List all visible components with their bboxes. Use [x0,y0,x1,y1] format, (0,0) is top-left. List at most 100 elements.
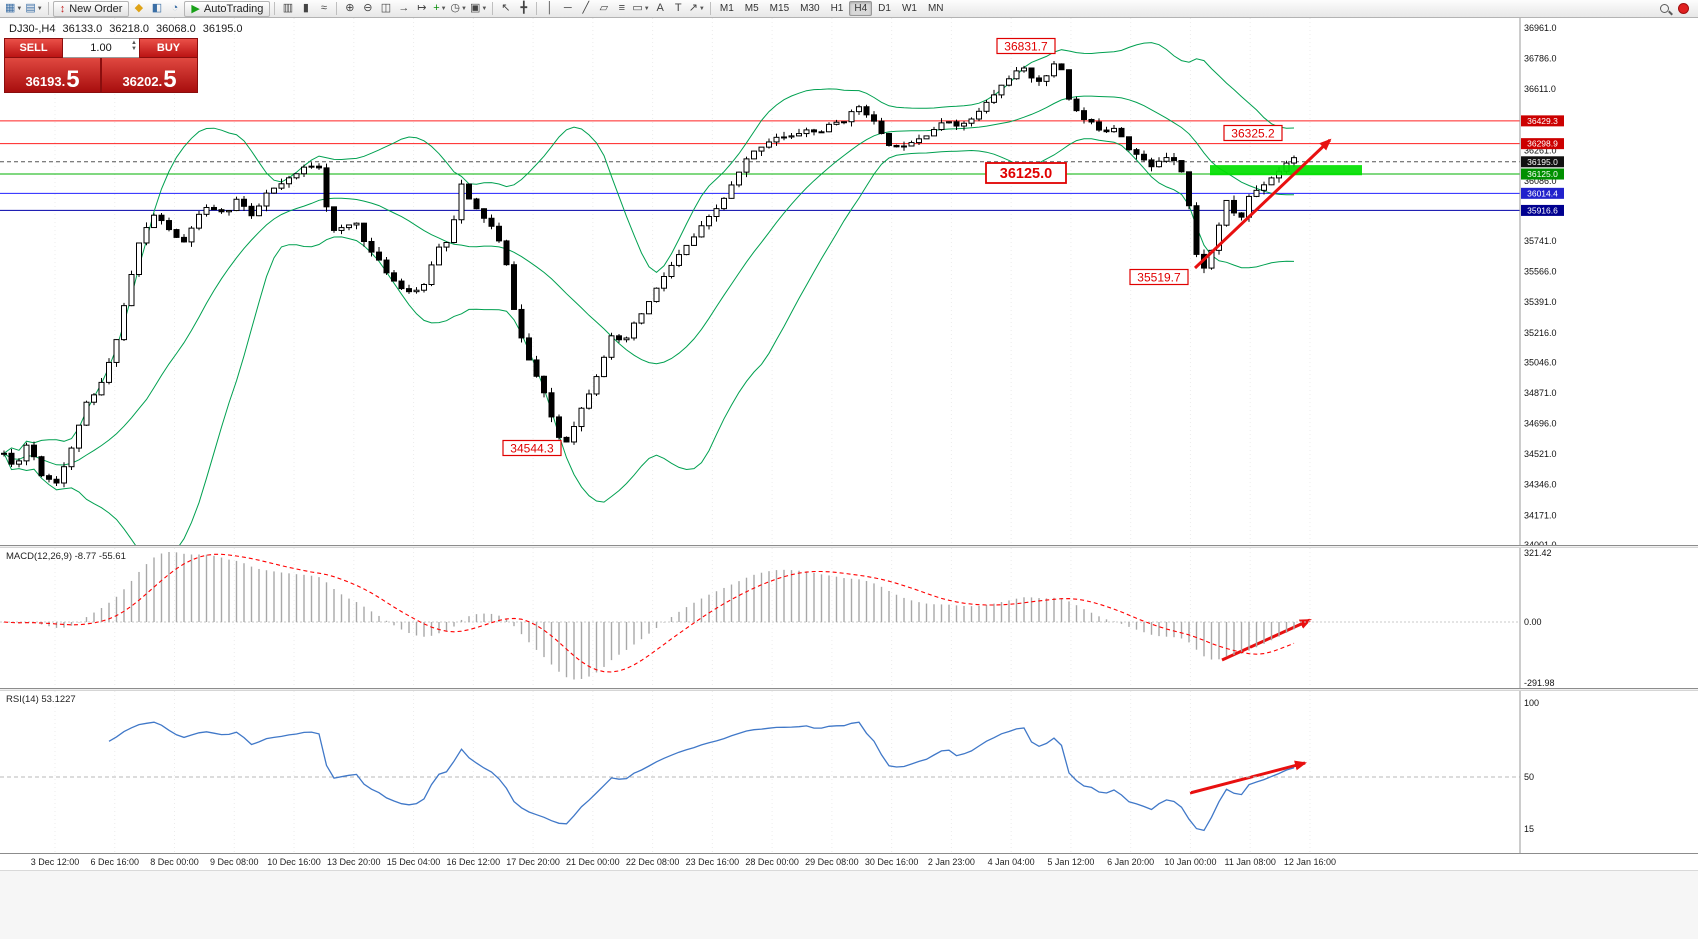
price-annotation[interactable]: 34544.3 [502,439,562,457]
tf-button-h4[interactable]: H4 [849,1,873,16]
tf-button-m5[interactable]: M5 [744,3,759,14]
volume-input[interactable]: 1.00 ▲ ▼ [63,38,139,58]
shapes-dropdown-icon[interactable]: ▼ [643,5,650,12]
zoom-in-icon[interactable]: ⊕ [345,2,355,14]
trend-arrow[interactable] [1221,618,1312,662]
line-chart-icon[interactable]: ≈ [320,2,327,14]
macd-axis[interactable]: 321.42 0.00 -291.98 [1519,548,1555,688]
vertical-line-icon[interactable]: │ [546,2,554,14]
rsi-axis[interactable]: 100 50 15 [1519,691,1539,853]
notification-icon[interactable] [1678,3,1689,14]
price-axis[interactable]: 36961.036786.036611.036436.036261.036086… [1519,18,1564,545]
trendline-icon[interactable]: ╱ [582,2,590,14]
svg-text:36195.0: 36195.0 [1527,157,1558,167]
volume-down-icon[interactable]: ▼ [131,46,137,52]
one-click-trading-panel: SELL 1.00 ▲ ▼ BUY 36193. 5 36202. 5 [4,38,198,93]
svg-text:35216.0: 35216.0 [1524,328,1557,338]
crosshair-icon[interactable]: ╋ [520,2,528,14]
periods-dropdown-icon[interactable]: ▼ [461,5,467,12]
svg-text:15: 15 [1524,824,1534,834]
svg-text:36261.0: 36261.0 [1524,145,1557,155]
fibonacci-icon[interactable]: ≡ [618,2,626,14]
svg-text:34171.0: 34171.0 [1524,510,1557,520]
templates-dropdown-icon[interactable]: ▼ [481,5,488,12]
autotrading-button[interactable]: ▶ AutoTrading [184,0,271,17]
indicators-icon[interactable]: + ▼ [433,2,447,14]
panel-separator[interactable] [0,545,1698,548]
svg-text:34001.0: 34001.0 [1524,540,1557,545]
zoom-out-icon[interactable]: ⊖ [363,2,373,14]
macd-panel[interactable]: 321.42 0.00 -291.98 [0,548,1698,688]
time-label: 28 Dec 00:00 [745,857,799,867]
tf-button-m15[interactable]: M15 [769,3,790,14]
tf-button-m30[interactable]: M30 [800,3,820,14]
cursor-icon[interactable]: ↖ [501,2,511,14]
toolbar-separator [492,2,494,15]
trend-arrow[interactable] [1189,760,1307,795]
price-annotation[interactable]: 36325.2 [1223,124,1283,142]
strategy-tester-icon[interactable]: ◔ [171,2,179,14]
metaeditor-icon[interactable]: ◆ [134,2,144,14]
text-icon[interactable]: A [656,2,664,14]
periods-icon[interactable]: ◷ ▼ [450,2,467,14]
highlight-zone[interactable] [1210,165,1362,176]
new-order-button-label: New Order [69,2,123,15]
main-chart[interactable]: 36831.7 36325.2 36125.0 35519.7 34544.3 36961… [0,18,1698,545]
tf-button-d1[interactable]: D1 [878,3,891,14]
new-chart-dropdown-icon[interactable]: ▼ [16,5,23,12]
buy-price-main: 36202. [122,74,163,89]
svg-text:35566.0: 35566.0 [1524,267,1557,277]
time-label: 21 Dec 00:00 [566,857,620,867]
panel-separator[interactable] [0,688,1698,691]
sell-price[interactable]: 36193. 5 [4,58,101,93]
volume-spinner[interactable]: ▲ ▼ [131,40,137,52]
buy-price[interactable]: 36202. 5 [101,58,198,93]
templates-icon[interactable]: ▣ ▼ [469,2,488,14]
shapes-icon[interactable]: ▭ ▼ [632,2,650,14]
tile-windows-icon[interactable]: ◫ [380,2,392,14]
grid-lines [54,548,1311,688]
arrows-dropdown-icon[interactable]: ▼ [698,5,705,12]
autotrading-icon: ▶ [191,3,200,15]
arrows-icon[interactable]: ↗ ▼ [688,2,705,14]
search-icon[interactable] [1658,2,1672,16]
buy-button[interactable]: BUY [139,38,198,58]
tf-button-mn[interactable]: MN [927,3,944,14]
profiles-icon[interactable]: ▤ ▼ [25,2,43,14]
svg-text:35391.0: 35391.0 [1524,297,1557,307]
label-icon[interactable]: T [674,2,682,14]
price-annotation[interactable]: 36831.7 [996,37,1056,55]
tf-button-w1[interactable]: W1 [901,3,917,14]
price-annotations[interactable]: 36831.7 36325.2 36125.0 35519.7 34544.3 [502,37,1283,457]
price-annotation[interactable]: 35519.7 [1129,268,1189,286]
svg-text:0.00: 0.00 [1524,617,1542,627]
channel-icon[interactable]: ▱ [599,2,609,14]
svg-text:36325.2: 36325.2 [1231,126,1275,140]
toolbar-separator [336,2,338,15]
time-label: 4 Jan 04:00 [987,857,1035,867]
horizontal-line-icon[interactable]: ─ [563,2,572,14]
toolbar-separator [47,2,49,15]
trend-arrow[interactable] [1193,138,1332,270]
chart-low-value: 36068.0 [156,23,196,35]
tf-button-h1[interactable]: H1 [830,3,844,14]
indicators-dropdown-icon[interactable]: ▼ [440,5,447,12]
new-order-button[interactable]: ↕ New Order [52,0,130,17]
price-annotation[interactable]: 36125.0 [985,162,1067,184]
bar-chart-icon[interactable]: ▥ [282,2,294,14]
sell-button[interactable]: SELL [4,38,63,58]
rsi-panel[interactable]: 100 50 15 [0,691,1698,853]
price-tag [1521,156,1564,168]
volume-up-icon[interactable]: ▲ [131,40,137,46]
profiles-dropdown-icon[interactable]: ▼ [36,5,43,12]
terminal-icon[interactable]: ◧ [151,2,163,14]
svg-text:-291.98: -291.98 [1524,678,1555,688]
time-axis[interactable]: 3 Dec 12:00 6 Dec 16:00 8 Dec 00:00 9 Dec 0… [0,853,1698,870]
new-chart-icon[interactable]: ▦ ▼ [5,2,23,14]
candle-chart-icon[interactable]: ▮ [302,2,309,14]
chart-shift-icon[interactable]: ↦ [417,2,427,14]
horizontal-level-lines[interactable] [0,120,1520,211]
time-label: 16 Dec 12:00 [446,857,501,867]
tf-button-m1[interactable]: M1 [719,3,734,14]
auto-scroll-icon[interactable]: → [398,2,410,14]
